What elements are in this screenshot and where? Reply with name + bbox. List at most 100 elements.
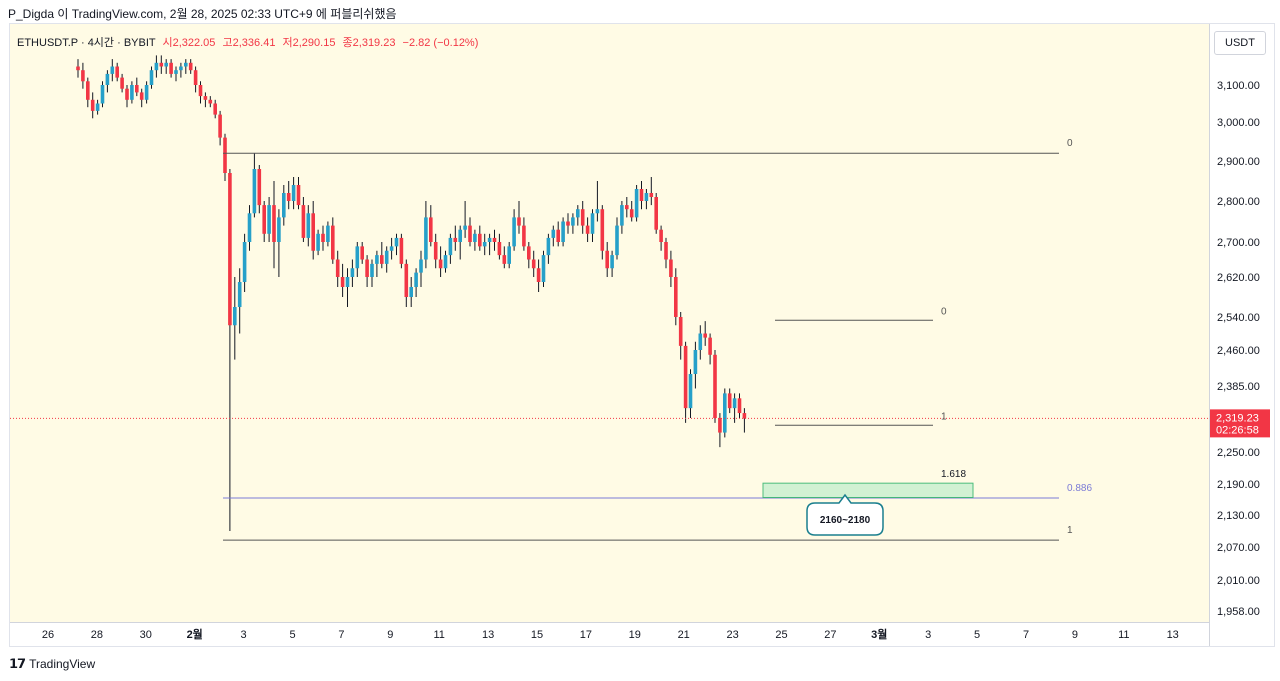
price-axis[interactable] [1209, 24, 1274, 646]
candle-body [394, 237, 399, 247]
candle [252, 153, 257, 218]
candle [625, 197, 629, 218]
candle-body [81, 70, 85, 82]
candle-body [169, 62, 173, 74]
candle [267, 197, 271, 242]
candle-body [125, 88, 129, 100]
candle [223, 133, 227, 181]
candle [218, 110, 222, 146]
candle [443, 250, 448, 273]
candle-body [551, 229, 556, 238]
candle [463, 201, 467, 238]
candle-body [76, 66, 80, 71]
candle-body [566, 221, 570, 226]
candle [404, 259, 409, 307]
candle-body [360, 246, 364, 260]
candle-body [144, 85, 149, 100]
candle [262, 201, 266, 242]
candle [674, 268, 678, 326]
candle [331, 217, 335, 264]
candle [370, 259, 374, 287]
candle [365, 255, 369, 287]
candle [546, 233, 551, 264]
candle-body [301, 205, 306, 238]
candle [355, 242, 360, 277]
candle-body [541, 255, 546, 282]
candle-body [512, 217, 516, 247]
candle [507, 242, 511, 269]
low-value: 저2,290.15 [282, 37, 336, 49]
attribution-text: P_Digda 이 TradingView.com, 2월 28, 2025 0… [8, 7, 397, 21]
candlestick-chart[interactable] [10, 24, 1274, 646]
candle-body [120, 77, 124, 89]
currency-button[interactable]: USDT [1214, 31, 1266, 55]
candle [713, 350, 717, 423]
candle-body [340, 277, 345, 287]
candle [345, 268, 350, 307]
candle [125, 85, 129, 108]
candle [110, 59, 115, 82]
candle-body [355, 246, 360, 269]
time-axis[interactable] [10, 622, 1209, 646]
footer: 𝟭𝟳 TradingView [9, 656, 95, 672]
candle-body [595, 209, 600, 214]
candle [135, 77, 139, 97]
candle [585, 217, 590, 242]
candle [233, 277, 237, 360]
candle-body [507, 246, 511, 264]
high-value: 고2,336.41 [222, 37, 276, 49]
candle-body [713, 354, 717, 418]
candle-body [321, 233, 325, 242]
candle [228, 169, 232, 531]
footer-brand[interactable]: TradingView [29, 657, 96, 671]
candle [438, 246, 443, 277]
candle-body [482, 242, 487, 247]
candle-body [389, 246, 394, 251]
candle-body [331, 225, 335, 260]
candle [590, 209, 595, 242]
candle [644, 189, 649, 210]
candle [639, 181, 644, 210]
candle [384, 246, 389, 273]
candle [634, 185, 639, 222]
candle [522, 217, 526, 251]
candle-body [453, 237, 458, 242]
candle-body [698, 333, 703, 350]
symbol-label[interactable]: ETHUSDT.P · 4시간 · BYBIT [17, 37, 156, 49]
candle [306, 205, 311, 247]
candle-body [424, 217, 428, 260]
candle-body [272, 205, 276, 242]
candle [286, 181, 291, 210]
candle-body [669, 259, 673, 277]
ohlc-legend: ETHUSDT.P · 4시간 · BYBIT 시2,322.05 고2,336… [17, 34, 478, 50]
candle-body [100, 85, 105, 104]
candle [448, 233, 453, 264]
candle-body [384, 250, 389, 264]
candle [649, 177, 654, 206]
candle-body [727, 393, 732, 409]
candle [277, 209, 281, 277]
candle [527, 242, 531, 269]
candle-body [536, 268, 541, 282]
candle [159, 55, 164, 74]
candle [164, 59, 168, 74]
candle [615, 217, 619, 260]
candle [698, 325, 703, 360]
candle-body [414, 272, 418, 287]
candle-body [580, 209, 585, 226]
candle-body [732, 398, 737, 409]
candle-body [174, 70, 178, 74]
candle-body [610, 255, 614, 269]
candle-body [208, 99, 213, 104]
chart-frame[interactable]: 0 0.886 1 0 1 1.618 2160~2180 3,100.00 3,000.00 2… [9, 23, 1275, 647]
candle-body [237, 282, 242, 307]
candle-body [659, 229, 663, 242]
candle-body [502, 255, 507, 264]
candle [419, 250, 423, 287]
candle [257, 165, 262, 214]
candle [282, 185, 286, 226]
candle [139, 88, 144, 108]
tradingview-logo-icon[interactable]: 𝟭𝟳 [9, 656, 26, 671]
candle-body [164, 62, 168, 67]
candle-body [419, 259, 423, 273]
